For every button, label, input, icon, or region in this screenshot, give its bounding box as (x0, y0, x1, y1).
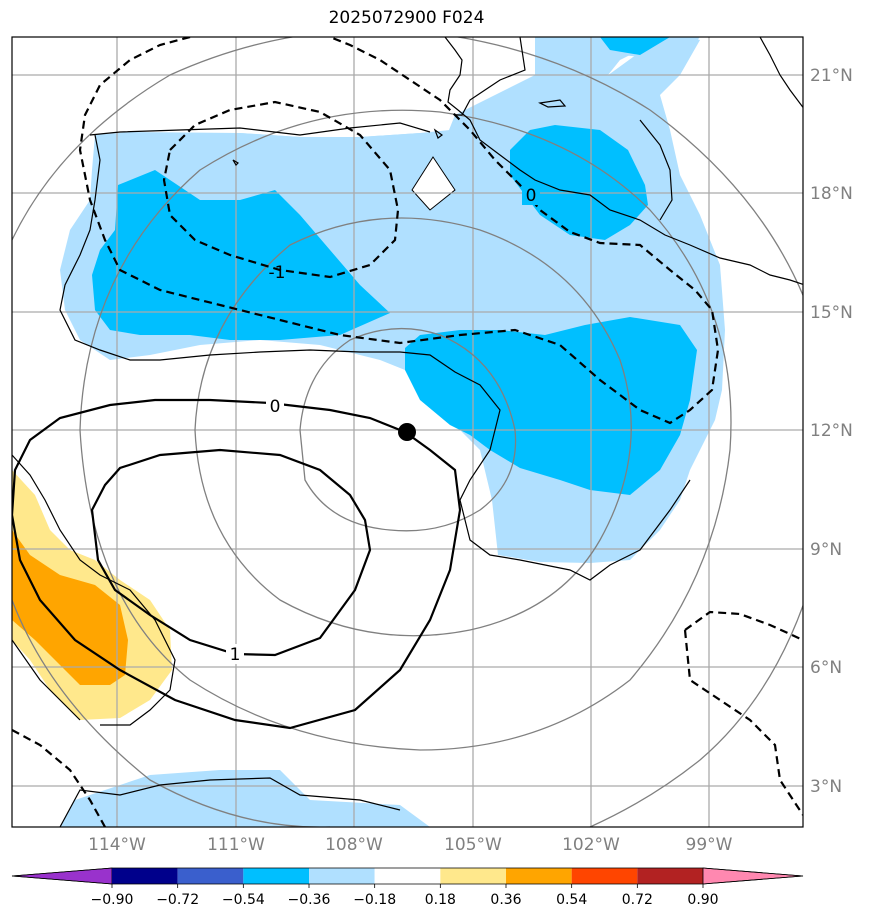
colorbar-tick-label: −0.18 (353, 892, 396, 908)
colorbar-swatch (112, 868, 178, 884)
colorbar-swatch (177, 868, 244, 884)
colorbar-swatch (637, 868, 703, 884)
coastline (12, 37, 803, 827)
colorbar-swatch (440, 868, 506, 884)
colorbar-swatch (506, 868, 572, 884)
colorbar-tick-label: 0.18 (425, 892, 456, 908)
lat-label: 6°N (810, 658, 842, 678)
colorbar-tick-label: −0.90 (91, 892, 134, 908)
colorbar-tick-label: 0.90 (687, 892, 718, 908)
contour-label-solid-one: 1 (230, 645, 241, 665)
lon-label: 111°W (207, 835, 265, 855)
contour-label-dashed-minus-one: -1 (269, 263, 286, 283)
colorbar-extend-high (702, 867, 804, 885)
lat-label: 21°N (810, 66, 853, 86)
lat-label: 9°N (810, 540, 842, 560)
colorbar: −0.90 −0.72 −0.54 −0.36 −0.18 0.18 0.36 0.54 0.7… (11, 867, 804, 908)
map-area (12, 37, 803, 827)
colorbar-tick-label: 0.36 (490, 892, 521, 908)
shading-blue (92, 37, 697, 495)
map-title: 2025072900 F024 (328, 8, 485, 28)
lon-label: 108°W (325, 835, 383, 855)
colorbar-tick-label: 0.54 (556, 892, 587, 908)
map-frame (11, 36, 804, 828)
contour-label-dashed-zero: 0 (526, 186, 537, 206)
solid-contours (12, 398, 462, 730)
latitude-labels: 21°N 18°N 15°N 12°N 9°N 6°N 3°N (810, 66, 853, 797)
lon-label: 114°W (88, 835, 146, 855)
contour-labels: 0 1 0 -1 (226, 185, 540, 665)
lat-label: 15°N (810, 303, 853, 323)
contour-label-solid-zero: 0 (270, 397, 281, 417)
colorbar-swatch (571, 868, 638, 884)
range-rings (12, 37, 803, 827)
island-outline (411, 156, 456, 211)
lon-label: 105°W (444, 835, 502, 855)
lat-label: 18°N (810, 184, 853, 204)
lat-label: 12°N (810, 421, 853, 441)
colorbar-extend-low (11, 867, 113, 885)
colorbar-tick-label: 0.72 (622, 892, 653, 908)
lon-label: 102°W (562, 835, 620, 855)
colorbar-tick-label: −0.54 (222, 892, 265, 908)
dashed-contours (12, 37, 803, 827)
colorbar-tick-label: −0.72 (156, 892, 199, 908)
storm-center-marker (398, 423, 416, 441)
colorbar-tick-label: −0.36 (288, 892, 331, 908)
lon-label: 99°W (686, 835, 733, 855)
shading-orange (12, 530, 128, 685)
colorbar-swatch (243, 868, 309, 884)
lat-label: 3°N (810, 777, 842, 797)
colorbar-swatch (309, 868, 375, 884)
longitude-labels: 114°W 111°W 108°W 105°W 102°W 99°W (88, 835, 733, 855)
colorbar-swatch (374, 868, 441, 884)
